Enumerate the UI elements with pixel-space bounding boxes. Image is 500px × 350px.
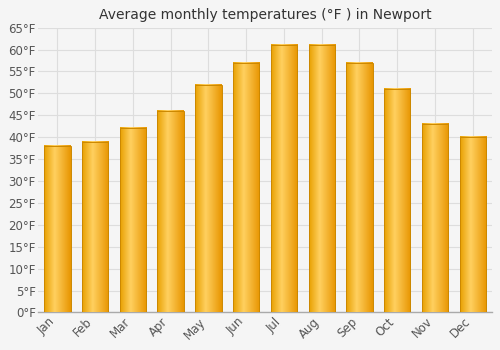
Bar bbox=[195, 85, 222, 313]
Bar bbox=[422, 124, 448, 313]
Bar bbox=[82, 142, 108, 313]
Title: Average monthly temperatures (°F ) in Newport: Average monthly temperatures (°F ) in Ne… bbox=[99, 8, 432, 22]
Bar bbox=[120, 128, 146, 313]
Bar bbox=[270, 45, 297, 313]
Bar bbox=[158, 111, 184, 313]
Bar bbox=[346, 63, 372, 313]
Bar bbox=[460, 137, 486, 313]
Bar bbox=[44, 146, 70, 313]
Bar bbox=[384, 89, 410, 313]
Bar bbox=[233, 63, 260, 313]
Bar bbox=[308, 45, 335, 313]
